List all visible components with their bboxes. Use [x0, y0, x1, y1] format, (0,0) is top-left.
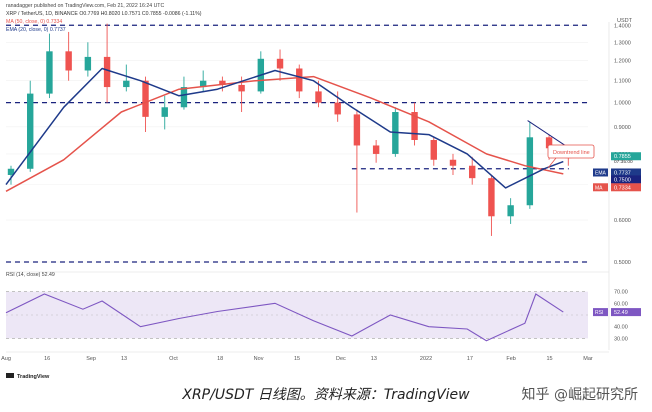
candle-body [430, 139, 437, 160]
time-tick-label: Dec [336, 356, 346, 362]
rsi-panel: 70.00 60.00 40.00 30.00 [5, 271, 628, 342]
time-tick-label: Sep [86, 356, 96, 362]
candle-body [123, 80, 130, 88]
candle-body [276, 58, 284, 69]
candle-body [219, 80, 226, 85]
candle-body [334, 102, 341, 115]
countdown-text: 07:35:00 [614, 159, 633, 165]
time-tick-label: 2022 [420, 356, 432, 362]
rsi-badge [611, 308, 641, 317]
candle-body [7, 168, 15, 175]
time-tick-label: 13 [371, 356, 377, 362]
price-tick-label: 0.9000 [614, 125, 631, 131]
price-unit: USDT [617, 18, 633, 24]
candle-body [65, 51, 72, 71]
ma-badge-value: 0.7334 [614, 185, 631, 191]
candle-body [545, 137, 553, 149]
price-tick-label: 1.4000 [614, 23, 631, 29]
candle-body [84, 56, 92, 71]
header-published: ranadagger published on TradingView.com,… [6, 3, 164, 9]
candle-body [142, 80, 149, 117]
tradingview-logo-icon [6, 373, 14, 378]
header-ema: EMA (20, close, 0) 0.7737 [6, 27, 66, 33]
ema20-line [5, 67, 564, 189]
candle-body [469, 165, 476, 179]
rsi-tick-label: 60.00 [614, 301, 628, 307]
time-tick-label: 15 [294, 356, 300, 362]
ma-tag [593, 183, 608, 192]
candle-body [488, 178, 495, 217]
ma-badge [611, 183, 641, 192]
candle-body [296, 68, 303, 92]
tradingview-brand: TradingView [6, 373, 50, 380]
rsi-tick-label: 40.00 [614, 325, 628, 331]
support-badge [611, 175, 641, 184]
price-tick-label: 0.6000 [614, 218, 631, 224]
ma50-line [5, 75, 564, 192]
time-tick-label: Feb [506, 356, 515, 362]
candle-body [507, 205, 514, 217]
candle-body [46, 51, 53, 94]
annotation-pointer [547, 157, 557, 169]
rsi-badge-value: 52.49 [614, 310, 628, 316]
figure-caption: XRP/USDT 日线图。资料来源：TradingView [0, 384, 652, 408]
candle-body [372, 145, 380, 154]
candle-body [315, 91, 322, 103]
watermark: 知乎 @崛起研究所 [521, 387, 638, 403]
candle-body [103, 56, 111, 88]
candle-body [353, 114, 361, 146]
time-tick-label: Aug [1, 356, 11, 362]
header-symbol-ohlc: XRP / TetherUS, 1D, BINANCE O0.7769 H0.8… [6, 11, 202, 17]
time-tick-label: 17 [467, 356, 473, 362]
annotation-text: Downtrend line [553, 150, 590, 156]
price-tick-label: 1.0000 [614, 101, 631, 107]
annotation-box [547, 144, 595, 159]
price-chart-svg[interactable]: 1.40001.30001.20001.10001.00000.90000.80… [0, 0, 652, 382]
candle-body [449, 159, 457, 166]
price-tick-label: 0.5000 [614, 260, 631, 266]
candle-body [238, 84, 245, 92]
rsi-line [5, 293, 564, 342]
time-tick-label: 13 [121, 356, 127, 362]
ema-tag-text: EMA [595, 170, 607, 176]
ema-badge [611, 168, 641, 177]
time-tick-label: 15 [547, 356, 553, 362]
price-tick-label: 1.2000 [614, 59, 631, 65]
downtrend-annotation: Downtrend line [547, 144, 595, 169]
candle-body [161, 107, 168, 117]
tradingview-brand-text: TradingView [17, 374, 50, 380]
chart-area[interactable]: 1.40001.30001.20001.10001.00000.90000.80… [0, 0, 652, 382]
rsi-tick-label: 70.00 [614, 290, 628, 296]
time-tick-label: Oct [169, 356, 178, 362]
ema-badge-value: 0.7737 [614, 170, 631, 176]
ema-tag [593, 168, 608, 177]
rsi-header: RSI (14, close) 52.49 [6, 272, 55, 278]
candle-body [180, 87, 188, 108]
time-tick-label: 18 [217, 356, 223, 362]
candle-body [199, 80, 207, 88]
support-badge-value: 0.7500 [614, 177, 631, 183]
price-tick-label: 1.3000 [614, 40, 631, 46]
candle-body [526, 137, 534, 206]
ma-tag-text: MA [595, 185, 603, 191]
rsi-tick-label: 30.00 [614, 336, 628, 342]
candle-body [411, 112, 418, 140]
time-tick-label: Mar [583, 356, 593, 362]
price-badge [611, 152, 641, 161]
time-tick-label: 16 [44, 356, 50, 362]
header-ma: MA (50, close, 0) 0.7334 [6, 19, 62, 25]
rsi-tag-text: RSI [595, 310, 603, 316]
price-badge-value: 0.7855 [614, 154, 631, 160]
candle-body [27, 93, 34, 169]
caption-text: XRP/USDT 日线图。资料来源：TradingView [182, 387, 470, 403]
rsi-tag [593, 308, 608, 317]
price-tick-label: 1.1000 [614, 79, 631, 85]
time-tick-label: Nov [254, 356, 264, 362]
